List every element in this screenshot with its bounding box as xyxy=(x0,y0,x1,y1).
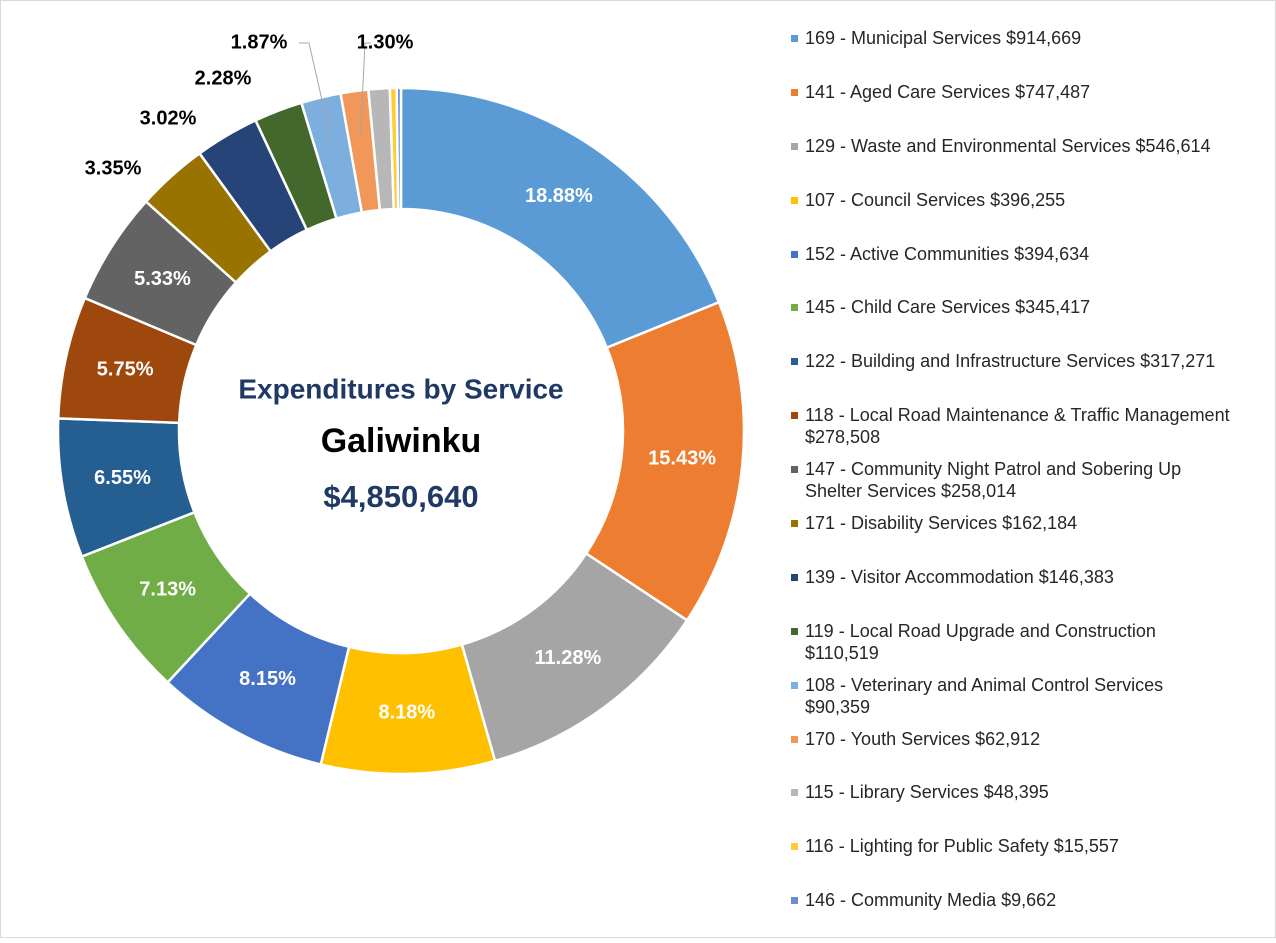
legend-label: 108 - Veterinary and Animal Control Serv… xyxy=(805,674,1164,717)
legend-label: 145 - Child Care Services $345,417 xyxy=(805,297,1091,318)
legend-entry: 145 - Child Care Services $345,417 xyxy=(791,296,1231,350)
legend-swatch xyxy=(791,358,798,366)
data-label: 1.87% xyxy=(231,31,288,53)
legend-entry: 122 - Building and Infrastructure Servic… xyxy=(791,350,1231,404)
data-label: 8.15% xyxy=(239,668,296,690)
legend-entry: 116 - Lighting for Public Safety $15,557 xyxy=(791,835,1231,889)
legend-label: 147 - Community Night Patrol and Soberin… xyxy=(805,459,1182,502)
legend-swatch xyxy=(791,88,798,96)
legend-swatch xyxy=(791,520,798,528)
legend-label: 146 - Community Media $9,662 xyxy=(805,890,1057,911)
data-label: 3.02% xyxy=(140,107,197,129)
donut-slice xyxy=(395,86,403,211)
data-label: 6.55% xyxy=(94,467,151,489)
legend-swatch xyxy=(791,897,798,905)
total-annotation: $4,850,640 xyxy=(323,479,478,514)
legend-swatch xyxy=(791,196,798,204)
data-label: 5.33% xyxy=(134,268,191,290)
legend-label: 116 - Lighting for Public Safety $15,557 xyxy=(805,836,1119,857)
legend-entry: 119 - Local Road Upgrade and Constructio… xyxy=(791,620,1231,674)
legend-label: 169 - Municipal Services $914,669 xyxy=(805,28,1082,48)
legend-entry: 141 - Aged Care Services $747,487 xyxy=(791,81,1231,135)
legend-label: 171 - Disability Services $162,184 xyxy=(805,513,1078,534)
legend-swatch xyxy=(791,35,798,42)
legend-swatch xyxy=(791,142,798,150)
data-label: 3.35% xyxy=(85,157,142,179)
legend-entry: 108 - Veterinary and Animal Control Serv… xyxy=(791,674,1231,728)
legend-label: 119 - Local Road Upgrade and Constructio… xyxy=(805,620,1156,663)
legend-swatch xyxy=(791,304,798,312)
legend-swatch xyxy=(791,250,798,258)
legend-swatch xyxy=(791,412,798,420)
legend-swatch xyxy=(791,843,798,851)
legend: 169 - Municipal Services $914,669 141 - A… xyxy=(791,27,1231,943)
legend-label: 107 - Council Services $396,255 xyxy=(805,189,1066,210)
chart-title: Expenditures by Service xyxy=(238,373,563,404)
legend-swatch xyxy=(791,735,798,743)
legend-entry: 129 - Waste and Environmental Services $… xyxy=(791,135,1231,189)
legend-label: 141 - Aged Care Services $747,487 xyxy=(805,81,1091,102)
data-label: 5.75% xyxy=(97,358,154,380)
legend-entry: 170 - Youth Services $62,912 xyxy=(791,728,1231,782)
legend-swatch xyxy=(791,681,798,689)
legend-swatch xyxy=(791,789,798,797)
legend-swatch xyxy=(791,573,798,581)
legend-label: 118 - Local Road Maintenance & Traffic M… xyxy=(805,405,1230,448)
legend-swatch xyxy=(791,627,798,635)
donut-slice xyxy=(399,86,721,350)
data-label: 7.13% xyxy=(139,578,196,600)
legend-entry: 118 - Local Road Maintenance & Traffic M… xyxy=(791,404,1231,458)
legend-swatch xyxy=(791,466,798,474)
leader-line xyxy=(360,42,371,136)
data-label: 8.18% xyxy=(378,702,435,724)
leader-line xyxy=(299,42,332,142)
data-label: 2.28% xyxy=(195,67,252,89)
legend-label: 152 - Active Communities $394,634 xyxy=(805,243,1090,264)
legend-entry: 146 - Community Media $9,662 xyxy=(791,889,1231,943)
data-label: 11.28% xyxy=(535,647,602,669)
data-label: 15.43% xyxy=(648,447,716,469)
legend-entry: 169 - Municipal Services $914,669 xyxy=(791,27,1231,81)
legend-entry: 107 - Council Services $396,255 xyxy=(791,189,1231,243)
legend-entry: 115 - Library Services $48,395 xyxy=(791,781,1231,835)
data-label: 1.30% xyxy=(357,31,414,53)
data-label: 18.88% xyxy=(525,185,593,207)
legend-label: 170 - Youth Services $62,912 xyxy=(805,728,1041,749)
legend-entry: 147 - Community Night Patrol and Soberin… xyxy=(791,458,1231,512)
legend-entry: 171 - Disability Services $162,184 xyxy=(791,512,1231,566)
legend-label: 139 - Visitor Accommodation $146,383 xyxy=(805,566,1114,587)
legend-label: 122 - Building and Infrastructure Servic… xyxy=(805,351,1216,372)
legend-entry: 139 - Visitor Accommodation $146,383 xyxy=(791,566,1231,620)
legend-label: 115 - Library Services $48,395 xyxy=(805,782,1049,803)
legend-label: 129 - Waste and Environmental Services $… xyxy=(805,135,1211,156)
chart-subtitle: Galiwinku xyxy=(321,422,482,460)
legend-entry: 152 - Active Communities $394,634 xyxy=(791,243,1231,297)
